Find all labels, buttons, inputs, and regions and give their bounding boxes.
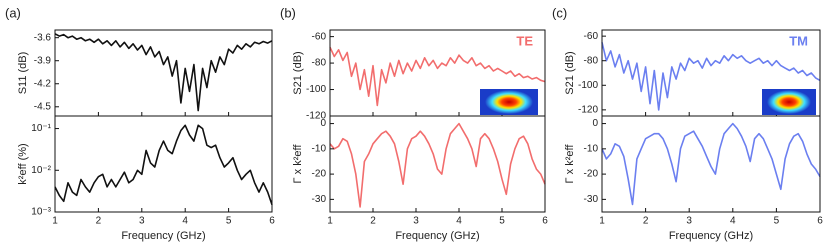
y-axis-label: S21 (dB) bbox=[292, 51, 304, 94]
plot-frame bbox=[601, 115, 821, 213]
y-tick-label: -30 bbox=[312, 194, 327, 205]
data-line bbox=[329, 46, 546, 107]
x-tick-label: 3 bbox=[413, 216, 419, 227]
y-tick-label: -3.9 bbox=[34, 55, 52, 66]
x-tick-label: 1 bbox=[52, 216, 58, 227]
y-tick-label: -120 bbox=[306, 111, 326, 122]
y-tick-label: 0 bbox=[320, 118, 326, 129]
y-tick-label: -4.5 bbox=[34, 101, 52, 112]
y-tick-label: -10 bbox=[312, 143, 327, 154]
y-tick-label: -20 bbox=[312, 169, 327, 180]
panel-label: (b) bbox=[280, 5, 296, 20]
x-tick-label: 6 bbox=[817, 216, 823, 227]
y-axis-label: k²eff (%) bbox=[17, 143, 29, 184]
data-line bbox=[54, 124, 273, 205]
x-tick-label: 1 bbox=[599, 216, 605, 227]
panel-label: (c) bbox=[552, 5, 567, 20]
plot-frame bbox=[329, 115, 546, 213]
panel-plot: 0 -10 -20 -301 2 3 4 5 6 Frequency (GHz) Γ x k²eff bbox=[564, 115, 823, 242]
x-axis-label: Frequency (GHz) bbox=[121, 230, 205, 242]
x-tick-label: 2 bbox=[96, 216, 102, 227]
y-tick-label: -80 bbox=[312, 58, 327, 69]
x-tick-label: 5 bbox=[226, 216, 232, 227]
x-tick-label: 4 bbox=[456, 216, 462, 227]
panel-plot: 10⁻³ 10⁻² 10⁻¹ 1 2 3 4 5 6 Frequency (GHz) k²eff (… bbox=[17, 115, 275, 242]
x-tick-label: 3 bbox=[686, 216, 692, 227]
y-tick-label: -60 bbox=[584, 31, 599, 42]
x-axis-label: Frequency (GHz) bbox=[669, 230, 753, 242]
y-tick-label: -30 bbox=[584, 194, 599, 205]
x-tick-label: 4 bbox=[730, 216, 736, 227]
y-tick-label: 0 bbox=[592, 118, 598, 129]
data-line bbox=[601, 42, 821, 111]
mode-inset-tm bbox=[762, 89, 816, 115]
y-tick-label: 10⁻¹ bbox=[31, 123, 51, 134]
x-tick-label: 1 bbox=[327, 216, 333, 227]
x-tick-label: 3 bbox=[139, 216, 145, 227]
plot-frame bbox=[54, 115, 273, 213]
x-tick-label: 5 bbox=[499, 216, 505, 227]
plot-frame bbox=[54, 29, 273, 117]
x-tick-label: 5 bbox=[774, 216, 780, 227]
x-tick-label: 6 bbox=[269, 216, 275, 227]
y-tick-label: -100 bbox=[578, 80, 598, 91]
mode-inset-te bbox=[480, 89, 538, 115]
data-line bbox=[601, 122, 821, 206]
y-tick-label: 10⁻³ bbox=[31, 207, 51, 218]
mode-annotation: TE bbox=[516, 33, 533, 48]
y-tick-label: -100 bbox=[306, 84, 326, 95]
y-axis-label: Γ x k²eff bbox=[292, 144, 304, 184]
panel-plot: -3.6 -3.9 -4.2 -4.5 S11 (dB) (a) bbox=[5, 5, 273, 117]
y-tick-label: -20 bbox=[584, 169, 599, 180]
x-tick-label: 2 bbox=[643, 216, 649, 227]
y-tick-label: -120 bbox=[578, 104, 598, 115]
y-tick-label: -80 bbox=[584, 55, 599, 66]
x-tick-label: 6 bbox=[542, 216, 548, 227]
x-tick-label: 4 bbox=[182, 216, 188, 227]
panel-label: (a) bbox=[5, 5, 21, 20]
y-tick-label: 10⁻² bbox=[31, 165, 51, 176]
mode-annotation: TM bbox=[789, 33, 808, 48]
x-axis-label: Frequency (GHz) bbox=[395, 230, 479, 242]
y-axis-label: S11 (dB) bbox=[17, 52, 29, 95]
y-axis-label: Γ x k²eff bbox=[564, 144, 576, 184]
x-tick-label: 2 bbox=[370, 216, 376, 227]
y-tick-label: -4.2 bbox=[34, 78, 52, 89]
panel-plot: 0 -10 -20 -301 2 3 4 5 6 Frequency (GHz) Γ x k²eff bbox=[292, 115, 548, 242]
y-tick-label: -3.6 bbox=[34, 32, 52, 43]
y-axis-label: S21 (dB) bbox=[564, 51, 576, 94]
data-line bbox=[329, 122, 546, 208]
y-tick-label: -10 bbox=[584, 143, 599, 154]
data-line bbox=[54, 33, 273, 112]
y-tick-label: -60 bbox=[312, 31, 327, 42]
